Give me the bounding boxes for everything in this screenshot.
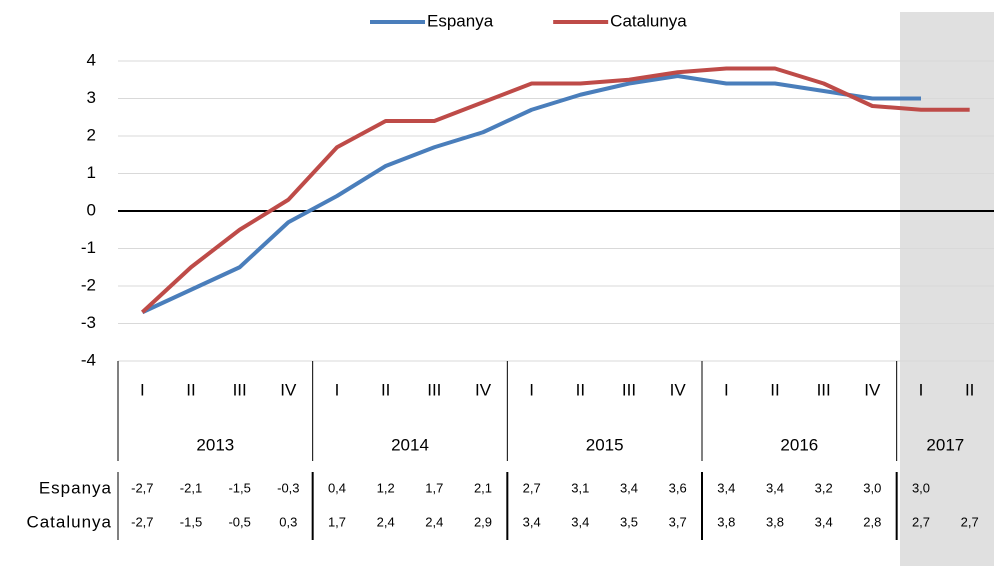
year-label: 2017: [926, 435, 964, 454]
table-cell: 1,2: [377, 480, 395, 495]
y-tick-label: 2: [87, 125, 96, 144]
table-cell: 3,4: [717, 480, 735, 495]
table-cell: 2,7: [912, 514, 930, 529]
y-tick-label: 1: [87, 163, 96, 182]
x-tick-label: II: [186, 380, 195, 399]
table-cell: 3,4: [571, 514, 589, 529]
year-label: 2013: [196, 435, 234, 454]
table-cell: 3,8: [766, 514, 784, 529]
x-tick-label: III: [622, 380, 636, 399]
table-cell: 3,0: [912, 480, 930, 495]
y-tick-label: 4: [87, 50, 96, 69]
table-cell: 3,1: [571, 480, 589, 495]
y-tick-label: -1: [81, 238, 96, 257]
table-cell: 1,7: [328, 514, 346, 529]
x-tick-label: IV: [864, 380, 881, 399]
x-tick-label: III: [427, 380, 441, 399]
table-cell: 2,1: [474, 480, 492, 495]
table-cell: 3,7: [669, 514, 687, 529]
table-cell: 3,4: [766, 480, 784, 495]
forecast-shade: [900, 12, 994, 566]
x-tick-label: I: [335, 380, 340, 399]
table-cell: 3,4: [620, 480, 638, 495]
year-label: 2015: [586, 435, 624, 454]
table-cell: -1,5: [228, 480, 250, 495]
table-cell: -1,5: [180, 514, 202, 529]
y-tick-label: -3: [81, 313, 96, 332]
table-cell: 3,6: [669, 480, 687, 495]
table-cell: -0,3: [277, 480, 299, 495]
table-cell: 2,4: [377, 514, 395, 529]
table-cell: 2,4: [425, 514, 443, 529]
series-line: [140, 66, 970, 314]
table-row-label: Espanya: [39, 478, 112, 497]
table-cell: 2,7: [961, 514, 979, 529]
year-label: 2014: [391, 435, 429, 454]
x-tick-label: III: [233, 380, 247, 399]
table-cell: 3,5: [620, 514, 638, 529]
x-tick-label: IV: [475, 380, 492, 399]
table-cell: -2,7: [131, 514, 153, 529]
table-cell: 3,0: [863, 480, 881, 495]
legend-label: Espanya: [427, 11, 494, 30]
x-tick-label: I: [529, 380, 534, 399]
x-tick-label: II: [381, 380, 390, 399]
y-tick-label: -4: [81, 350, 96, 369]
table-cell: 3,8: [717, 514, 735, 529]
table-cell: 3,2: [815, 480, 833, 495]
table-cell: 2,9: [474, 514, 492, 529]
y-tick-label: 3: [87, 88, 96, 107]
x-tick-label: II: [770, 380, 779, 399]
table-cell: 2,8: [863, 514, 881, 529]
x-tick-label: IV: [670, 380, 687, 399]
table-cell: 0,4: [328, 480, 346, 495]
table-cell: 3,4: [815, 514, 833, 529]
x-tick-label: IV: [280, 380, 297, 399]
year-label: 2016: [780, 435, 818, 454]
table-cell: -2,7: [131, 480, 153, 495]
x-tick-label: I: [140, 380, 145, 399]
x-tick-label: II: [576, 380, 585, 399]
x-tick-label: I: [919, 380, 924, 399]
table-row-label: Catalunya: [26, 512, 112, 531]
table-cell: -2,1: [180, 480, 202, 495]
y-tick-label: -2: [81, 275, 96, 294]
series-line: [141, 74, 921, 315]
table-cell: 0,3: [279, 514, 297, 529]
table-cell: 1,7: [425, 480, 443, 495]
y-tick-label: 0: [87, 200, 96, 219]
x-tick-label: I: [724, 380, 729, 399]
legend-label: Catalunya: [610, 11, 687, 30]
table-cell: 3,4: [523, 514, 541, 529]
table-cell: 2,7: [523, 480, 541, 495]
table-cell: -0,5: [228, 514, 250, 529]
x-tick-label: III: [817, 380, 831, 399]
x-tick-label: II: [965, 380, 974, 399]
